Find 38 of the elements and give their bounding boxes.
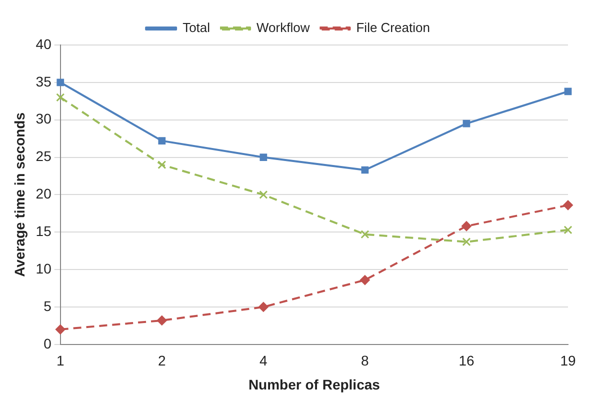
point [55, 324, 66, 334]
point [563, 200, 573, 210]
x-axis-title: Number of Replicas [248, 376, 380, 392]
y-tick-label: 35 [36, 73, 52, 90]
legend-label: Total [182, 20, 210, 36]
point [259, 190, 268, 199]
point [564, 226, 572, 234]
point [258, 302, 268, 312]
x-tick-label: 19 [560, 352, 576, 369]
x-tick-label: 1 [56, 352, 64, 369]
point [360, 275, 370, 286]
point [564, 88, 572, 96]
x-tick-label: 8 [361, 352, 370, 369]
point [361, 166, 369, 174]
y-tick-label: 15 [36, 222, 52, 239]
y-tick-label: 40 [36, 36, 52, 52]
point [462, 238, 471, 246]
point [56, 93, 65, 102]
legend-label: File Creation [356, 20, 430, 36]
legend-label: Workflow [256, 20, 310, 36]
y-tick-label: 10 [36, 260, 52, 276]
y-axis-title: Average time in seconds [11, 112, 28, 277]
point [56, 78, 64, 86]
x-tick-label: 16 [458, 352, 474, 369]
point [462, 120, 470, 128]
point [360, 230, 370, 239]
y-tick-label: 20 [36, 186, 52, 202]
point [158, 137, 166, 144]
x-tick-label: 4 [260, 352, 268, 369]
point [260, 154, 268, 161]
y-tick-label: 30 [36, 110, 52, 127]
point [158, 160, 166, 170]
point [156, 315, 167, 326]
x-tick-label: 2 [158, 352, 166, 369]
y-tick-label: 0 [44, 335, 52, 352]
y-tick-label: 5 [44, 298, 52, 314]
y-tick-label: 25 [36, 148, 52, 164]
point [461, 221, 472, 232]
